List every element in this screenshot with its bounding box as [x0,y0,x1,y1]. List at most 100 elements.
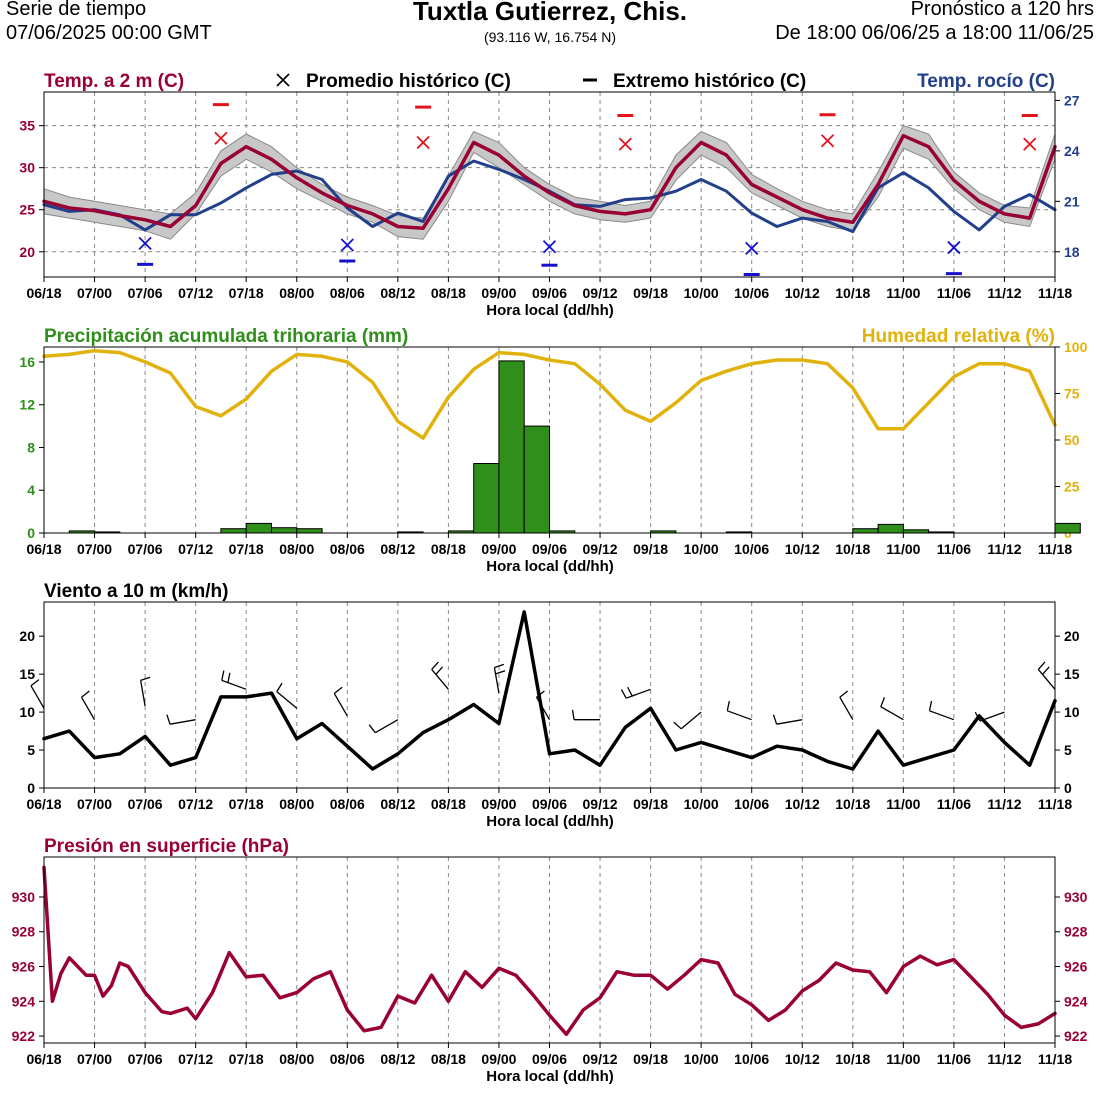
wind-barb [431,661,449,690]
header-station-title: Tuxtla Gutierrez, Chis. [413,0,687,26]
hist-average-marker [214,131,228,145]
precip-plot-frame [43,346,1056,534]
legend-average-label: Promedio histórico (C) [306,71,511,92]
wind-xtick-label: 07/18 [229,796,264,812]
temp-ytick-label: 35 [19,118,35,134]
press-xtick-label: 10/18 [835,1051,870,1067]
wind-panel: 06/18 07/00 07/06 07/12 07/18 08/00 08/06 08/12… [19,581,1079,830]
precip-bar [498,360,525,534]
wind-xtick-label: 11/18 [1038,796,1072,812]
hist-average-marker [745,241,759,256]
pressure-panel: 06/18 07/00 07/06 07/12 07/18 08/00 08/06 08/12… [12,836,1088,1085]
dewpoint-panel-title: Temp. rocío (C) [917,71,1055,92]
precip-ytick-label: 16 [19,354,35,370]
wind-barb [166,714,196,725]
press-right-y2tick-label: 928 [1064,924,1088,940]
legend-average-marker [276,73,290,87]
wind-right-y2tick-label: 20 [1064,628,1080,644]
wind-xtick-label: 09/06 [532,796,567,812]
wind-xaxis-label: Hora local (dd/hh) [486,813,614,830]
wind-xtick-label: 06/18 [26,796,61,812]
precip-bar [271,527,298,534]
temp-xtick-label: 07/18 [229,285,264,301]
temp-xtick-label: 09/06 [532,285,567,301]
precip-xtick-label: 07/06 [128,541,163,557]
temp-xtick-label: 10/12 [785,285,820,301]
hist-average-marker [542,240,557,254]
precip-xtick-label: 07/00 [77,541,112,557]
precip-bar [220,528,247,534]
wind-xtick-label: 08/12 [380,796,415,812]
humidity-y2tick-label: 25 [1064,479,1080,495]
precip-xtick-label: 11/12 [987,541,1021,557]
precip-bar [245,522,272,534]
press-xtick-label: 10/00 [684,1051,719,1067]
precip-ytick-label: 8 [27,439,35,455]
humidity-series-line [42,348,1057,440]
press-xtick-label: 09/00 [481,1051,516,1067]
legend-extreme-label: Extremo histórico (C) [613,71,806,92]
precip-xtick-label: 10/18 [835,541,870,557]
precip-xtick-label: 09/00 [481,541,516,557]
wind-ytick-label: 0 [27,780,35,796]
wind-xtick-label: 09/00 [481,796,516,812]
press-right-y2tick-label: 924 [1064,993,1088,1009]
temp-xtick-label: 11/00 [886,285,920,301]
temp-xtick-label: 09/00 [481,285,516,301]
temp-xtick-label: 07/00 [77,285,112,301]
precip-xtick-label: 10/06 [734,541,769,557]
precip-bar [523,425,551,534]
wind-barb [726,700,752,721]
header-series-label: Serie de tiempo [6,0,146,20]
wind-xtick-label: 10/18 [835,796,870,812]
hist-average-marker [1023,137,1037,151]
temp-xtick-label: 10/18 [835,285,870,301]
wind-barb [276,682,298,709]
wind-panel-title: Viento a 10 m (km/h) [44,581,228,602]
press-xtick-label: 11/12 [987,1051,1021,1067]
wind-xtick-label: 07/12 [178,796,213,812]
dew-y2tick-label: 24 [1064,143,1080,159]
press-xtick-label: 08/12 [380,1051,415,1067]
wind-ytick-label: 5 [27,742,35,758]
press-right-y2tick-label: 926 [1064,959,1088,975]
precip-bar [296,528,323,534]
wind-right-y2tick-label: 0 [1064,780,1072,796]
press-ytick-label: 922 [12,1028,36,1044]
press-xtick-label: 10/12 [785,1051,820,1067]
precip-xtick-label: 10/12 [785,541,820,557]
wind-barb [928,700,955,721]
precip-xtick-label: 07/18 [229,541,264,557]
wind-ytick-label: 15 [19,666,35,682]
press-xtick-label: 06/18 [26,1051,61,1067]
humidity-y2tick-label: 100 [1064,339,1088,355]
header-init-time: 07/06/2025 00:00 GMT [6,22,212,44]
wind-barb [673,711,702,730]
precip-bar [852,528,879,534]
pressure-panel-title: Presión en superficie (hPa) [44,836,289,857]
wind-xtick-label: 10/12 [785,796,820,812]
wind-right-y2tick-label: 5 [1064,742,1072,758]
press-xtick-label: 11/00 [886,1051,920,1067]
press-ytick-label: 928 [12,924,36,940]
press-xtick-label: 08/06 [330,1051,365,1067]
wind-barb [139,676,151,707]
hist-average-marker [416,135,430,150]
hist-average-marker [820,134,835,148]
wind-xtick-label: 10/06 [734,796,769,812]
press-xtick-label: 07/00 [77,1051,112,1067]
dew-y2tick-label: 18 [1064,244,1080,260]
press-ytick-label: 926 [12,959,36,975]
precip-ytick-label: 0 [27,525,35,541]
press-xtick-label: 08/00 [279,1051,314,1067]
humidity-y2tick-label: 75 [1064,386,1080,402]
press-right-y2tick-label: 930 [1064,889,1088,905]
hist-average-marker [138,236,152,251]
precipitation-humidity-panel: 06/18 07/00 07/06 07/12 07/18 08/00 08/06 08/12… [19,326,1087,575]
precip-xtick-label: 08/00 [279,541,314,557]
press-xtick-label: 11/18 [1038,1051,1072,1067]
wind-barb [880,697,904,721]
precip-xtick-label: 10/00 [684,541,719,557]
precip-xtick-label: 08/18 [431,541,466,557]
